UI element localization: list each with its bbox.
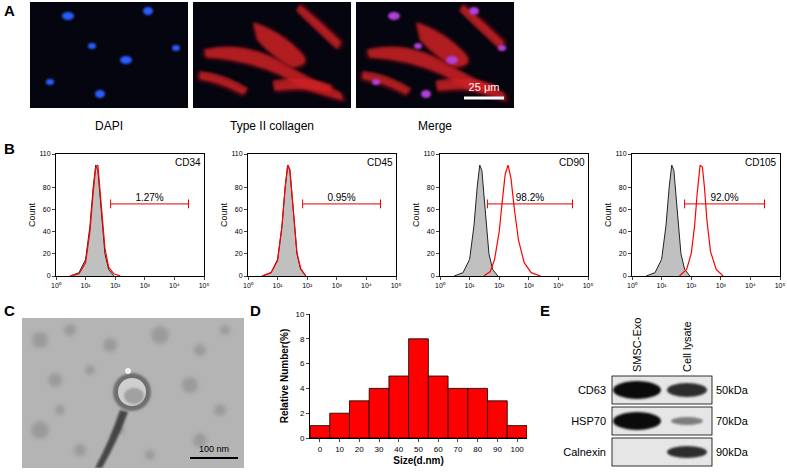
svg-text:Type II collagen: Type II collagen: [230, 119, 314, 133]
svg-text:Count: Count: [27, 203, 37, 228]
svg-text:SMSC-Exo: SMSC-Exo: [631, 318, 643, 372]
svg-text:Count: Count: [603, 203, 613, 228]
svg-text:HSP70: HSP70: [571, 415, 606, 427]
svg-text:25 μm: 25 μm: [469, 81, 500, 93]
svg-text:Calnexin: Calnexin: [563, 446, 606, 458]
svg-text:CD45: CD45: [367, 157, 393, 168]
svg-text:10⁴: 10⁴: [553, 282, 564, 289]
svg-text:4: 4: [300, 384, 305, 393]
svg-text:10¹: 10¹: [465, 282, 476, 289]
svg-text:10¹: 10¹: [81, 282, 92, 289]
svg-text:40: 40: [235, 228, 243, 235]
svg-text:40: 40: [427, 228, 435, 235]
svg-text:10⁵: 10⁵: [775, 282, 786, 289]
svg-text:40: 40: [619, 228, 627, 235]
svg-text:10: 10: [295, 310, 304, 319]
svg-text:2: 2: [300, 409, 305, 418]
html-text:B: B: [4, 140, 15, 157]
svg-text:80: 80: [619, 184, 627, 191]
svg-text:10⁰: 10⁰: [627, 282, 638, 289]
svg-text:110: 110: [423, 150, 434, 157]
svg-text:0.95%: 0.95%: [327, 192, 355, 203]
svg-text:0: 0: [239, 272, 243, 279]
svg-text:10⁴: 10⁴: [745, 282, 756, 289]
svg-text:10³: 10³: [716, 282, 727, 289]
svg-text:10⁵: 10⁵: [391, 282, 402, 289]
svg-text:20: 20: [619, 250, 627, 257]
svg-text:10¹: 10¹: [657, 282, 668, 289]
svg-text:80: 80: [473, 445, 482, 454]
svg-text:20: 20: [43, 250, 51, 257]
svg-text:10⁰: 10⁰: [243, 282, 254, 289]
svg-text:Cell lysate: Cell lysate: [681, 321, 693, 372]
svg-text:60: 60: [235, 206, 243, 213]
svg-text:90kDa: 90kDa: [716, 446, 749, 458]
svg-text:10⁰: 10⁰: [51, 282, 62, 289]
html-text:E: E: [540, 302, 550, 319]
svg-text:10²: 10²: [686, 282, 697, 289]
svg-text:CD105: CD105: [745, 157, 777, 168]
svg-text:10²: 10²: [110, 282, 121, 289]
svg-text:100 nm: 100 nm: [199, 444, 229, 454]
svg-text:110: 110: [615, 150, 626, 157]
svg-text:10⁵: 10⁵: [199, 282, 210, 289]
html-text:C: C: [4, 302, 15, 319]
svg-text:110: 110: [39, 150, 50, 157]
svg-text:8: 8: [300, 335, 305, 344]
svg-text:92.0%: 92.0%: [710, 192, 738, 203]
svg-text:80: 80: [43, 184, 51, 191]
svg-text:20: 20: [427, 250, 435, 257]
svg-text:60: 60: [619, 206, 627, 213]
svg-text:0: 0: [431, 272, 435, 279]
svg-text:10⁴: 10⁴: [361, 282, 372, 289]
svg-text:CD63: CD63: [578, 384, 606, 396]
svg-text:70kDa: 70kDa: [716, 415, 749, 427]
svg-text:10⁰: 10⁰: [435, 282, 446, 289]
svg-text:20: 20: [355, 445, 364, 454]
svg-text:0: 0: [300, 434, 305, 443]
html-text:D: D: [250, 302, 261, 319]
svg-text:CD34: CD34: [175, 157, 201, 168]
svg-text:10³: 10³: [524, 282, 535, 289]
svg-text:80: 80: [235, 184, 243, 191]
svg-text:110: 110: [231, 150, 242, 157]
svg-text:10¹: 10¹: [273, 282, 284, 289]
svg-text:60: 60: [43, 206, 51, 213]
svg-text:0: 0: [623, 272, 627, 279]
svg-text:30: 30: [375, 445, 384, 454]
svg-text:60: 60: [434, 445, 443, 454]
svg-text:Count: Count: [219, 203, 229, 228]
svg-text:6: 6: [300, 359, 305, 368]
svg-text:10³: 10³: [332, 282, 343, 289]
svg-text:0: 0: [318, 445, 323, 454]
svg-text:50kDa: 50kDa: [716, 384, 749, 396]
svg-text:10: 10: [335, 445, 344, 454]
svg-text:60: 60: [427, 206, 435, 213]
svg-text:CD90: CD90: [559, 157, 585, 168]
svg-text:Count: Count: [411, 203, 421, 228]
svg-text:50: 50: [414, 445, 423, 454]
svg-text:10⁵: 10⁵: [583, 282, 594, 289]
svg-text:10²: 10²: [302, 282, 313, 289]
svg-text:0: 0: [47, 272, 51, 279]
svg-text:10⁴: 10⁴: [169, 282, 180, 289]
svg-text:10²: 10²: [494, 282, 505, 289]
svg-text:40: 40: [43, 228, 51, 235]
svg-text:70: 70: [453, 445, 462, 454]
svg-text:100: 100: [510, 445, 524, 454]
svg-text:DAPI: DAPI: [95, 119, 123, 133]
svg-text:Merge: Merge: [418, 119, 452, 133]
html-text:A: A: [4, 2, 15, 19]
svg-text:1.27%: 1.27%: [135, 192, 163, 203]
svg-text:80: 80: [427, 184, 435, 191]
svg-text:90: 90: [493, 445, 502, 454]
svg-text:Relative Number(%): Relative Number(%): [279, 329, 290, 423]
svg-text:98.2%: 98.2%: [516, 192, 544, 203]
svg-text:40: 40: [394, 445, 403, 454]
svg-text:20: 20: [235, 250, 243, 257]
svg-text:Size(d.nm): Size(d.nm): [393, 455, 444, 466]
svg-text:10³: 10³: [140, 282, 151, 289]
